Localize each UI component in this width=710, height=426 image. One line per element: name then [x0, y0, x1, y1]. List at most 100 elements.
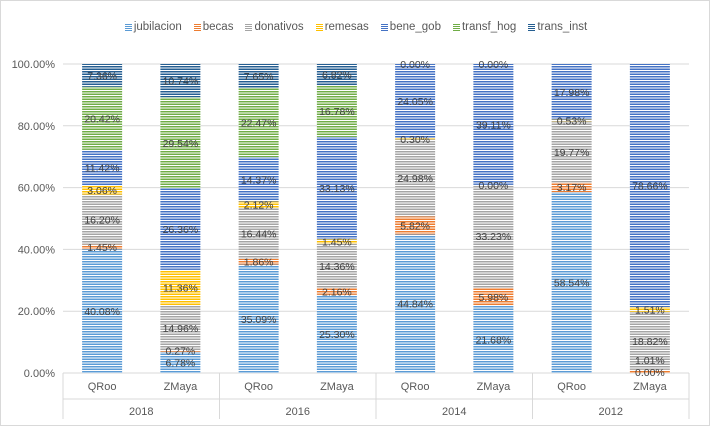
data-label-becas: 3.17%: [557, 182, 587, 194]
category-label: ZMaya: [477, 381, 512, 393]
y-tick-label: 100.00%: [12, 59, 56, 71]
data-label-jubilacion: 44.84%: [397, 299, 433, 311]
data-label-remesas: 0.53%: [557, 115, 587, 127]
category-label: QRoo: [401, 381, 430, 393]
data-label-jubilacion: 40.08%: [84, 306, 120, 318]
data-label-bene_gob: 39.11%: [476, 119, 511, 131]
y-tick-label: 40.00%: [18, 244, 56, 256]
data-label-bene_gob: 33.13%: [319, 183, 355, 195]
data-label-remesas: 3.06%: [87, 185, 117, 197]
bar-segment-donativos: [82, 194, 123, 245]
data-label-transf_hog: 29.54%: [163, 138, 199, 150]
data-label-transf_hog: 20.42%: [84, 113, 120, 125]
bar-segment-jubilacion: [316, 294, 357, 373]
bar-segment-donativos: [238, 208, 279, 259]
bar-segment-donativos: [316, 243, 357, 289]
data-label-donativos: 14.96%: [163, 323, 199, 335]
bar-segment-remesas: [629, 307, 670, 312]
data-label-remesas: 0.30%: [400, 134, 430, 146]
data-label-transf_hog: 16.78%: [319, 106, 355, 118]
data-label-bene_gob: 26.36%: [163, 224, 199, 236]
bar-segment-remesas: [82, 185, 123, 195]
data-label-becas: 1.45%: [87, 242, 117, 254]
category-label: QRoo: [88, 381, 117, 393]
legend-item-trans_inst: trans_inst: [528, 21, 587, 33]
legend-item-donativos: donativos: [245, 21, 304, 33]
data-label-trans_inst: 0.00%: [478, 59, 508, 71]
data-label-remesas: 2.12%: [244, 200, 274, 212]
bar-segment-donativos: [473, 184, 514, 288]
bar-segment-remesas: [551, 119, 592, 122]
data-label-remesas: 1.51%: [635, 304, 665, 316]
bar-segment-bene_gob: [629, 64, 670, 308]
data-label-becas: 5.98%: [478, 292, 508, 304]
bar-segment-remesas: [316, 239, 357, 244]
data-label-bene_gob: 24.05%: [397, 96, 433, 108]
data-label-donativos: 16.20%: [84, 215, 120, 227]
bar-segment-transf_hog: [82, 86, 123, 150]
category-label: ZMaya: [633, 381, 668, 393]
bar-segment-donativos: [629, 311, 670, 370]
bar-segment-remesas: [238, 201, 279, 209]
bar-segment-donativos: [160, 304, 201, 352]
group-label: 2016: [286, 406, 310, 418]
group-label: 2012: [599, 406, 623, 418]
legend-item-transf_hog: transf_hog: [452, 21, 516, 33]
data-label-donativos: 19.77%: [554, 147, 590, 159]
legend-swatch: [193, 23, 201, 31]
legend-label: remesas: [324, 21, 369, 33]
bar-segment-jubilacion: [82, 249, 123, 373]
data-label-remesas: 1.45%: [322, 237, 352, 249]
data-label-trans_inst: 6.82%: [322, 70, 352, 82]
legend-item-remesas: remesas: [315, 21, 369, 33]
bar-segment-bene_gob: [316, 136, 357, 240]
data-label-donativos: 33.23%: [476, 231, 512, 243]
legend-item-becas: becas: [193, 21, 233, 33]
data-label-trans_inst: 0.00%: [400, 59, 430, 71]
category-label: ZMaya: [320, 381, 355, 393]
bar-segment-jubilacion: [551, 192, 592, 373]
bar-segment-trans_inst: [82, 64, 123, 87]
data-label-jubilacion: 35.09%: [241, 314, 277, 326]
legend-swatch: [380, 23, 388, 31]
data-label-trans_inst: 10.74%: [163, 76, 199, 88]
data-label-transf_hog: 22.47%: [241, 117, 277, 129]
category-label: QRoo: [244, 381, 273, 393]
bar-segment-trans_inst: [160, 63, 201, 98]
bar-segment-becas: [551, 182, 592, 193]
bar-segment-bene_gob: [473, 64, 514, 185]
bar-segment-remesas: [395, 138, 436, 140]
bar-segment-jubilacion: [473, 306, 514, 373]
data-label-becas: 1.86%: [244, 257, 274, 269]
legend-label: bene_gob: [389, 21, 441, 33]
legend-item-jubilacion: jubilacion: [124, 21, 182, 33]
bar-segment-donativos: [551, 121, 592, 183]
group-label: 2018: [129, 406, 153, 418]
bar-segment-becas: [316, 288, 357, 295]
data-label-bene_gob: 17.98%: [554, 87, 590, 99]
data-label-donativos: 14.36%: [319, 261, 355, 273]
data-label-bene_gob: 78.66%: [632, 181, 668, 193]
data-label-bene_gob: 11.42%: [85, 163, 120, 175]
data-label-jubilacion: 6.78%: [165, 358, 195, 370]
data-label-donativos: 24.98%: [397, 173, 433, 185]
legend-swatch: [124, 23, 132, 31]
bar-segment-remesas: [160, 269, 201, 305]
data-label-bene_gob: 14.37%: [241, 174, 277, 186]
y-tick-label: 20.00%: [18, 306, 56, 318]
data-label-becas: 5.82%: [400, 220, 430, 232]
bar-segment-jubilacion: [238, 264, 279, 373]
data-label-jubilacion: 58.54%: [554, 278, 590, 290]
y-tick-label: 80.00%: [18, 121, 56, 133]
data-label-trans_inst: 7.36%: [87, 70, 117, 82]
y-tick-label: 0.00%: [24, 368, 55, 380]
data-label-jubilacion: 0.00%: [635, 367, 665, 379]
bar-segment-trans_inst: [316, 64, 357, 86]
legend-item-bene_gob: bene_gob: [380, 21, 441, 33]
bar-segment-donativos: [395, 139, 436, 217]
data-label-jubilacion: 21.68%: [476, 335, 512, 347]
bar-segment-becas: [160, 351, 201, 353]
bar-segment-jubilacion: [160, 352, 201, 373]
